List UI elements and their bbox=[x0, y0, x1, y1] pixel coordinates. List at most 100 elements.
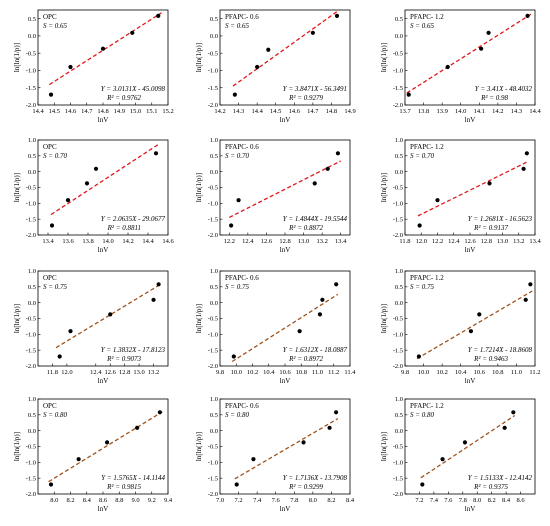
data-point bbox=[93, 166, 99, 171]
r-squared-label: R² = 0.9299 bbox=[288, 483, 323, 491]
y-axis-label: ln[ln(1/p)] bbox=[13, 432, 21, 461]
data-point bbox=[231, 354, 236, 359]
data-point bbox=[479, 46, 484, 51]
regression-equation: Y = 1.4844X - 19.5544 bbox=[283, 215, 348, 223]
y-tick-label: 1.0 bbox=[395, 396, 403, 403]
r-squared-label: R² = 0.98 bbox=[480, 94, 508, 102]
y-tick-label: -0.5 bbox=[393, 316, 403, 323]
y-axis-label: ln[ln(1/p)] bbox=[195, 43, 203, 72]
y-tick-label: -0.5 bbox=[393, 185, 403, 192]
y-tick-label: -1.0 bbox=[208, 460, 218, 467]
x-tick-label: 12.2 bbox=[224, 238, 235, 245]
fit-line bbox=[232, 9, 340, 87]
s-value-label: S = 0.75 bbox=[410, 283, 434, 291]
chart-panel-3: 13.7 13.8 13.9 14.0 14.1 14.2 14.3 14.4 -2.0 -1.5… bbox=[380, 9, 541, 124]
y-tick-label: 0.0 bbox=[210, 300, 218, 307]
y-tick-label: -0.5 bbox=[26, 316, 36, 323]
series-label: PFAPC- 0.6 bbox=[225, 274, 259, 282]
x-tick-label: 12.2 bbox=[432, 238, 443, 245]
x-axis-label: lnV bbox=[98, 246, 109, 254]
x-tick-label: 7.2 bbox=[415, 497, 423, 504]
y-tick-label: -0.5 bbox=[208, 444, 218, 451]
x-tick-label: 10.6 bbox=[474, 369, 486, 376]
x-tick-label: 14.5 bbox=[270, 108, 281, 115]
x-axis-label: lnV bbox=[98, 116, 109, 124]
x-tick-label: 8.2 bbox=[66, 497, 74, 504]
series-label: PFAPC- 1.2 bbox=[410, 143, 444, 151]
x-tick-label: 9.4 bbox=[164, 497, 173, 504]
regression-equation: Y = 1.5765X - 14.1144 bbox=[101, 474, 165, 482]
data-point bbox=[420, 482, 425, 487]
series-label: OPC bbox=[43, 274, 57, 282]
x-tick-label: 8.4 bbox=[83, 497, 92, 504]
x-tick-label: 11.8 bbox=[47, 369, 58, 376]
x-tick-label: 8.6 bbox=[99, 497, 108, 504]
y-tick-label: 0.0 bbox=[28, 300, 36, 307]
y-axis-label: ln[ln(1/p)] bbox=[195, 173, 203, 202]
x-tick-label: 10.6 bbox=[279, 369, 291, 376]
data-point bbox=[312, 181, 317, 186]
chart-panel-1: 14.4 14.5 14.6 14.7 14.8 14.9 15.0 15.1 15.2 -2.0… bbox=[13, 9, 174, 124]
x-tick-label: 14.6 bbox=[162, 238, 174, 245]
y-axis-label: ln[ln(1/p)] bbox=[380, 432, 388, 461]
data-point bbox=[440, 457, 445, 462]
fit-line bbox=[406, 13, 532, 94]
s-value-label: S = 0.80 bbox=[225, 411, 249, 419]
r-squared-label: R² = 0.9073 bbox=[106, 355, 141, 363]
x-tick-label: 13.4 bbox=[335, 238, 347, 245]
data-point bbox=[445, 64, 450, 70]
data-point bbox=[234, 482, 239, 487]
x-tick-label: 15.0 bbox=[130, 108, 141, 115]
y-tick-label: 0.5 bbox=[395, 412, 403, 419]
x-tick-label: 10.4 bbox=[455, 369, 467, 376]
data-point bbox=[135, 425, 140, 430]
x-tick-label: 8.0 bbox=[309, 497, 317, 504]
x-tick-label: 12.0 bbox=[416, 238, 427, 245]
x-tick-label: 14.5 bbox=[49, 108, 60, 115]
r-squared-label: R² = 0.8972 bbox=[288, 355, 323, 363]
data-point bbox=[468, 329, 474, 334]
x-tick-label: 9.2 bbox=[148, 497, 156, 504]
regression-equation: Y = 1.7214X - 18.8608 bbox=[468, 346, 533, 354]
y-tick-label: -2.0 bbox=[26, 232, 36, 239]
x-axis-label: lnV bbox=[280, 116, 291, 124]
y-tick-label: -1.0 bbox=[26, 460, 36, 467]
data-point bbox=[511, 410, 516, 415]
data-point bbox=[301, 440, 306, 445]
data-point bbox=[435, 198, 440, 203]
plot-frame bbox=[404, 9, 536, 106]
x-tick-label: 12.4 bbox=[448, 238, 460, 245]
y-axis-label: ln[ln(1/p)] bbox=[380, 173, 388, 202]
x-tick-label: 14.4 bbox=[142, 238, 154, 245]
fit-line bbox=[231, 293, 339, 363]
chart-panel-7: 11.8 12.0 12.4 12.6 12.8 13.0 13.2 -2.0 -1.5 -1.0… bbox=[13, 268, 169, 385]
y-tick-label: 0.5 bbox=[395, 153, 403, 160]
y-tick-label: 0.5 bbox=[28, 284, 36, 291]
x-axis-label: lnV bbox=[465, 377, 476, 385]
y-axis-label: ln[ln(1/p)] bbox=[380, 304, 388, 333]
x-tick-label: 14.1 bbox=[474, 108, 485, 115]
x-axis-label: lnV bbox=[465, 505, 476, 513]
x-tick-label: 8.2 bbox=[488, 497, 496, 504]
x-tick-label: 10.2 bbox=[436, 369, 447, 376]
y-tick-label: 0.5 bbox=[28, 153, 36, 160]
s-value-label: S = 0.80 bbox=[410, 411, 434, 419]
y-tick-label: -2.0 bbox=[393, 102, 403, 109]
x-tick-label: 7.4 bbox=[430, 497, 439, 504]
data-point bbox=[156, 13, 161, 18]
data-point bbox=[84, 181, 90, 186]
x-tick-label: 7.8 bbox=[290, 497, 298, 504]
data-point bbox=[502, 425, 507, 430]
y-tick-label: -1.0 bbox=[393, 201, 403, 208]
regression-equation: Y = 1.2681X - 16.5623 bbox=[468, 215, 533, 223]
x-tick-label: 8.4 bbox=[502, 497, 511, 504]
series-label: PFAPC- 1.2 bbox=[410, 402, 444, 410]
data-point bbox=[333, 410, 339, 415]
y-tick-label: 0.5 bbox=[395, 16, 403, 23]
fit-line bbox=[50, 144, 159, 216]
fit-line bbox=[228, 160, 342, 218]
y-tick-label: -1.0 bbox=[208, 68, 218, 75]
series-label: OPC bbox=[43, 402, 57, 410]
chart-panel-6: 11.8 12.0 12.2 12.4 12.6 12.8 13.0 13.2 13.4 -2.0… bbox=[380, 137, 541, 254]
